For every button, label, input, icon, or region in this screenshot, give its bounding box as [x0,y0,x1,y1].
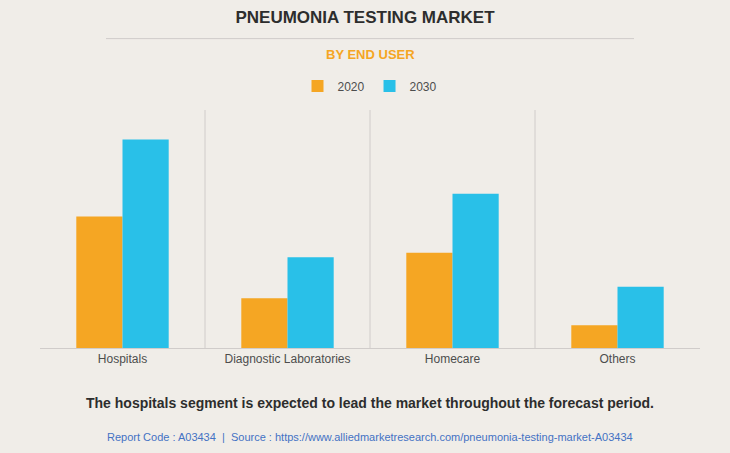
svg-text:Others: Others [599,352,635,366]
svg-text:BY END USER: BY END USER [326,47,415,62]
svg-text:Report Code : A03434 | Sourc: Report Code : A03434 | Source : https://… [107,431,633,443]
svg-text:PNEUMONIA TESTING MARKET: PNEUMONIA TESTING MARKET [235,8,495,27]
svg-text:Diagnostic Laboratories: Diagnostic Laboratories [224,352,350,366]
svg-text:The hospitals segment is expec: The hospitals segment is expected to lea… [86,395,654,411]
svg-text:2020: 2020 [338,80,365,94]
svg-text:2030: 2030 [410,80,437,94]
svg-text:Hospitals: Hospitals [98,352,147,366]
svg-text:Homecare: Homecare [425,352,481,366]
